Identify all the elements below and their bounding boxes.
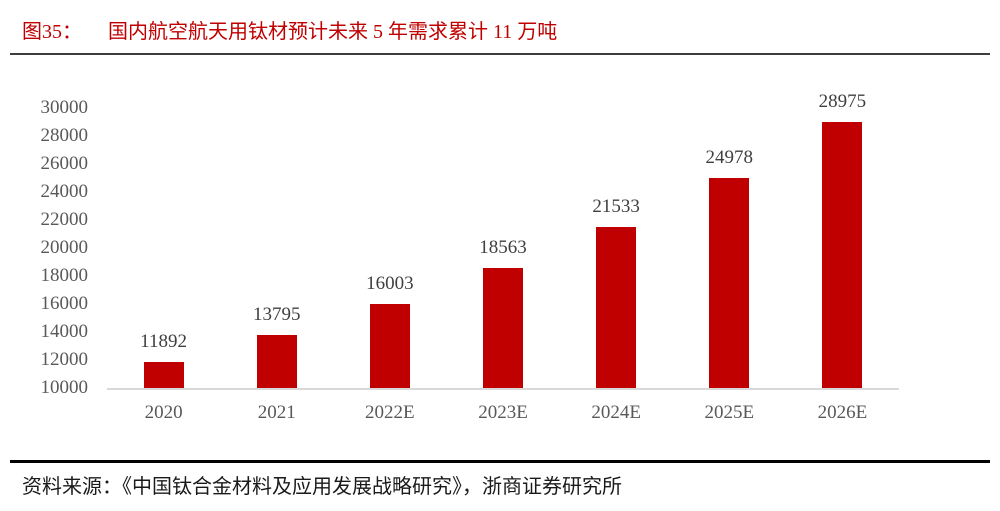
y-axis-tick-label: 16000 [40, 293, 89, 314]
bar [369, 303, 410, 388]
x-axis-category-label: 2024E [591, 402, 641, 423]
x-axis-category-label: 2025E [704, 402, 755, 423]
header-divider [10, 53, 990, 55]
y-axis-tick-label: 22000 [40, 209, 89, 230]
bar-value-label: 18563 [479, 237, 527, 259]
y-axis-tick-label: 20000 [40, 237, 89, 258]
bar [483, 268, 523, 388]
bar-value-label: 11892 [140, 330, 187, 352]
x-axis-line [107, 388, 899, 390]
y-axis-tick-label: 24000 [40, 181, 89, 202]
figure-title: 国内航空航天用钛材预计未来 5 年需求累计 11 万吨 [108, 21, 558, 43]
bar-value-label: 28975 [818, 91, 867, 113]
y-axis-tick-label: 10000 [40, 377, 89, 398]
figure-header: 图35： 国内航空航天用钛材预计未来 5 年需求累计 11 万吨 [22, 15, 557, 44]
bar-value-label: 24978 [705, 147, 754, 169]
bar [596, 226, 637, 388]
x-axis-category-label: 2023E [478, 402, 528, 423]
x-axis-category-label: 2021 [257, 402, 296, 423]
y-axis-tick-label: 12000 [40, 349, 89, 370]
figure-number-label: 图35： [22, 21, 82, 43]
y-axis-tick-label: 28000 [40, 125, 89, 146]
bar [822, 122, 863, 388]
y-axis-tick-label: 26000 [40, 153, 89, 174]
bar [143, 361, 184, 388]
x-axis-category-label: 2020 [144, 402, 183, 423]
bar [709, 178, 750, 388]
bar-value-label: 13795 [252, 303, 301, 325]
y-axis-tick-label: 18000 [40, 265, 89, 286]
y-axis-tick-label: 30000 [40, 97, 89, 118]
bar [256, 334, 297, 388]
footer-divider [10, 460, 990, 463]
x-axis-category-label: 2022E [365, 402, 415, 423]
y-axis-tick-label: 14000 [40, 321, 89, 342]
bar-value-label: 16003 [366, 272, 414, 294]
x-axis-category-label: 2026E [817, 402, 868, 423]
bar-value-label: 21533 [592, 195, 640, 217]
source-note: 资料来源：《中国钛合金材料及应用发展战略研究》，浙商证券研究所 [22, 476, 622, 498]
